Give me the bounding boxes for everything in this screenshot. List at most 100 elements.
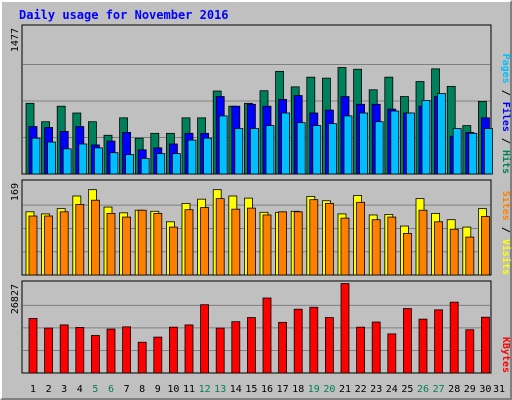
bar-pages-day-10 <box>171 153 181 175</box>
x-tick-day-22: 22 <box>355 384 367 395</box>
legend-entry-files: Files <box>500 102 512 132</box>
bar-kbytes-day-21 <box>340 283 350 374</box>
bar-sites-day-20 <box>324 202 334 276</box>
bar-pages-day-18 <box>296 122 306 175</box>
x-tick-day-2: 2 <box>46 384 52 395</box>
bar-kbytes-day-20 <box>324 317 334 374</box>
bar-kbytes-day-14 <box>231 321 241 374</box>
bar-sites-day-13 <box>215 198 225 276</box>
x-tick-day-16: 16 <box>261 384 273 395</box>
bar-sites-day-21 <box>340 217 350 276</box>
x-tick-day-28: 28 <box>448 384 460 395</box>
bar-sites-day-10 <box>168 226 178 276</box>
bar-pages-day-19 <box>312 125 322 175</box>
bar-sites-day-22 <box>356 201 366 276</box>
x-tick-day-19: 19 <box>308 384 320 395</box>
bar-sites-day-5 <box>91 199 100 276</box>
bar-kbytes-day-18 <box>293 308 303 374</box>
bar-kbytes-day-10 <box>168 326 178 374</box>
bar-kbytes-day-17 <box>278 321 288 374</box>
bar-pages-day-4 <box>78 143 88 175</box>
legend-separator: / <box>500 221 511 239</box>
bar-pages-day-9 <box>156 153 166 175</box>
legend-entry-pages: Pages <box>500 54 511 84</box>
bar-kbytes-day-4 <box>75 327 85 374</box>
legend-visits-sites: Sites / Visits <box>500 191 512 275</box>
y-max-label-kbytes: 26827 <box>10 284 21 314</box>
bar-pages-day-16 <box>265 125 275 175</box>
bar-sites-day-30 <box>480 216 490 276</box>
bar-pages-day-1 <box>31 137 41 175</box>
panel-kbytes <box>21 280 492 374</box>
bar-sites-day-19 <box>309 199 319 276</box>
legend-entry-sites: Sites <box>500 191 512 221</box>
bar-pages-day-21 <box>343 115 353 175</box>
bar-pages-day-29 <box>468 132 478 175</box>
bar-pages-day-28 <box>452 128 462 175</box>
x-tick-day-20: 20 <box>323 384 335 395</box>
x-tick-day-12: 12 <box>199 384 211 395</box>
bar-pages-day-25 <box>405 112 415 175</box>
bar-kbytes-day-9 <box>153 336 163 374</box>
bar-kbytes-day-26 <box>418 318 428 374</box>
bar-kbytes-day-2 <box>44 327 53 374</box>
bar-pages-day-26 <box>421 100 431 175</box>
bar-sites-day-16 <box>262 214 272 276</box>
x-tick-day-10: 10 <box>167 384 179 395</box>
bar-pages-day-27 <box>437 93 447 175</box>
bar-sites-day-28 <box>449 228 459 276</box>
bar-kbytes-day-29 <box>465 329 475 374</box>
bar-kbytes-day-8 <box>137 341 147 374</box>
bar-sites-day-18 <box>293 211 303 276</box>
x-tick-day-1: 1 <box>30 384 36 395</box>
bar-kbytes-day-16 <box>262 297 272 374</box>
bar-sites-day-7 <box>122 216 131 276</box>
bar-pages-day-15 <box>249 128 259 175</box>
bar-pages-day-14 <box>234 128 244 175</box>
x-tick-day-31: 31 <box>493 384 505 395</box>
x-tick-day-3: 3 <box>61 384 67 395</box>
bar-pages-day-6 <box>109 152 119 175</box>
x-tick-day-23: 23 <box>370 384 382 395</box>
bar-pages-day-11 <box>187 139 197 175</box>
bar-sites-day-8 <box>137 209 147 276</box>
legend-hits-files-pages: Pages / Files / Hits <box>500 54 512 174</box>
bar-sites-day-24 <box>387 216 397 276</box>
legend-separator: / <box>500 132 511 150</box>
bar-sites-day-23 <box>371 219 381 276</box>
bar-sites-day-14 <box>231 208 241 276</box>
bar-sites-day-17 <box>278 211 288 276</box>
x-tick-day-11: 11 <box>183 384 195 395</box>
x-tick-day-18: 18 <box>292 384 304 395</box>
bar-sites-day-27 <box>434 221 444 276</box>
y-max-label-visits-sites: 169 <box>10 183 21 201</box>
x-tick-day-24: 24 <box>386 384 398 395</box>
bar-pages-day-23 <box>374 121 384 175</box>
x-tick-day-6: 6 <box>108 384 114 395</box>
bar-pages-day-12 <box>203 137 213 175</box>
bar-kbytes-day-30 <box>480 316 490 374</box>
bar-pages-day-24 <box>390 110 400 175</box>
legend-entry-visits: Visits <box>500 239 512 275</box>
bar-pages-day-20 <box>327 123 337 175</box>
x-tick-day-21: 21 <box>339 384 351 395</box>
x-tick-day-25: 25 <box>401 384 413 395</box>
bar-sites-day-6 <box>106 212 116 276</box>
bar-sites-day-2 <box>44 215 53 276</box>
bar-sites-day-4 <box>75 204 85 276</box>
bar-kbytes-day-3 <box>59 324 69 374</box>
bar-kbytes-day-23 <box>371 321 381 374</box>
x-tick-day-17: 17 <box>277 384 289 395</box>
bar-sites-day-11 <box>184 209 194 276</box>
bar-kbytes-day-25 <box>402 308 412 374</box>
bar-pages-day-17 <box>281 112 291 175</box>
bar-sites-day-1 <box>28 215 38 276</box>
x-tick-day-9: 9 <box>155 384 161 395</box>
bar-sites-day-9 <box>153 212 163 276</box>
x-tick-day-14: 14 <box>230 384 242 395</box>
bar-sites-day-29 <box>465 236 475 276</box>
bar-pages-day-30 <box>483 128 493 175</box>
bar-kbytes-day-28 <box>449 301 459 374</box>
bar-kbytes-day-7 <box>122 326 131 374</box>
